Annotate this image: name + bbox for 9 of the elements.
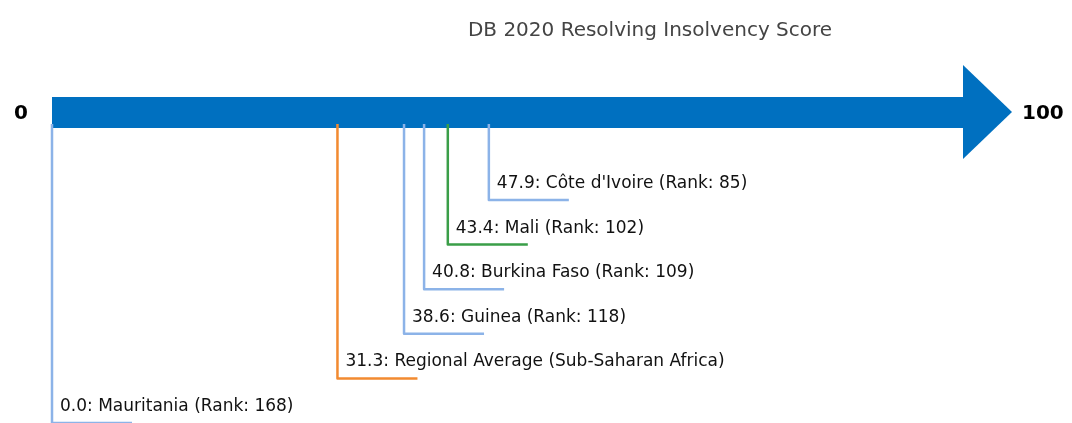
text: 0	[14, 100, 28, 124]
data-label: 43.4: Mali (Rank: 102)	[455, 216, 645, 237]
data-label: 31.3: Regional Average (Sub-Saharan Africa)	[345, 350, 725, 371]
data-label: 47.9: Côte d'Ivoire (Rank: 85)	[496, 172, 748, 192]
data-label: 40.8: Burkina Faso (Rank: 109)	[432, 261, 695, 282]
data-label: 38.6: Guinea (Rank: 118)	[412, 305, 627, 326]
text: 100	[1022, 100, 1064, 124]
data-label: 0.0: Mauritania (Rank: 168)	[60, 395, 294, 415]
text: DB 2020 Resolving Insolvency Score	[467, 17, 833, 41]
